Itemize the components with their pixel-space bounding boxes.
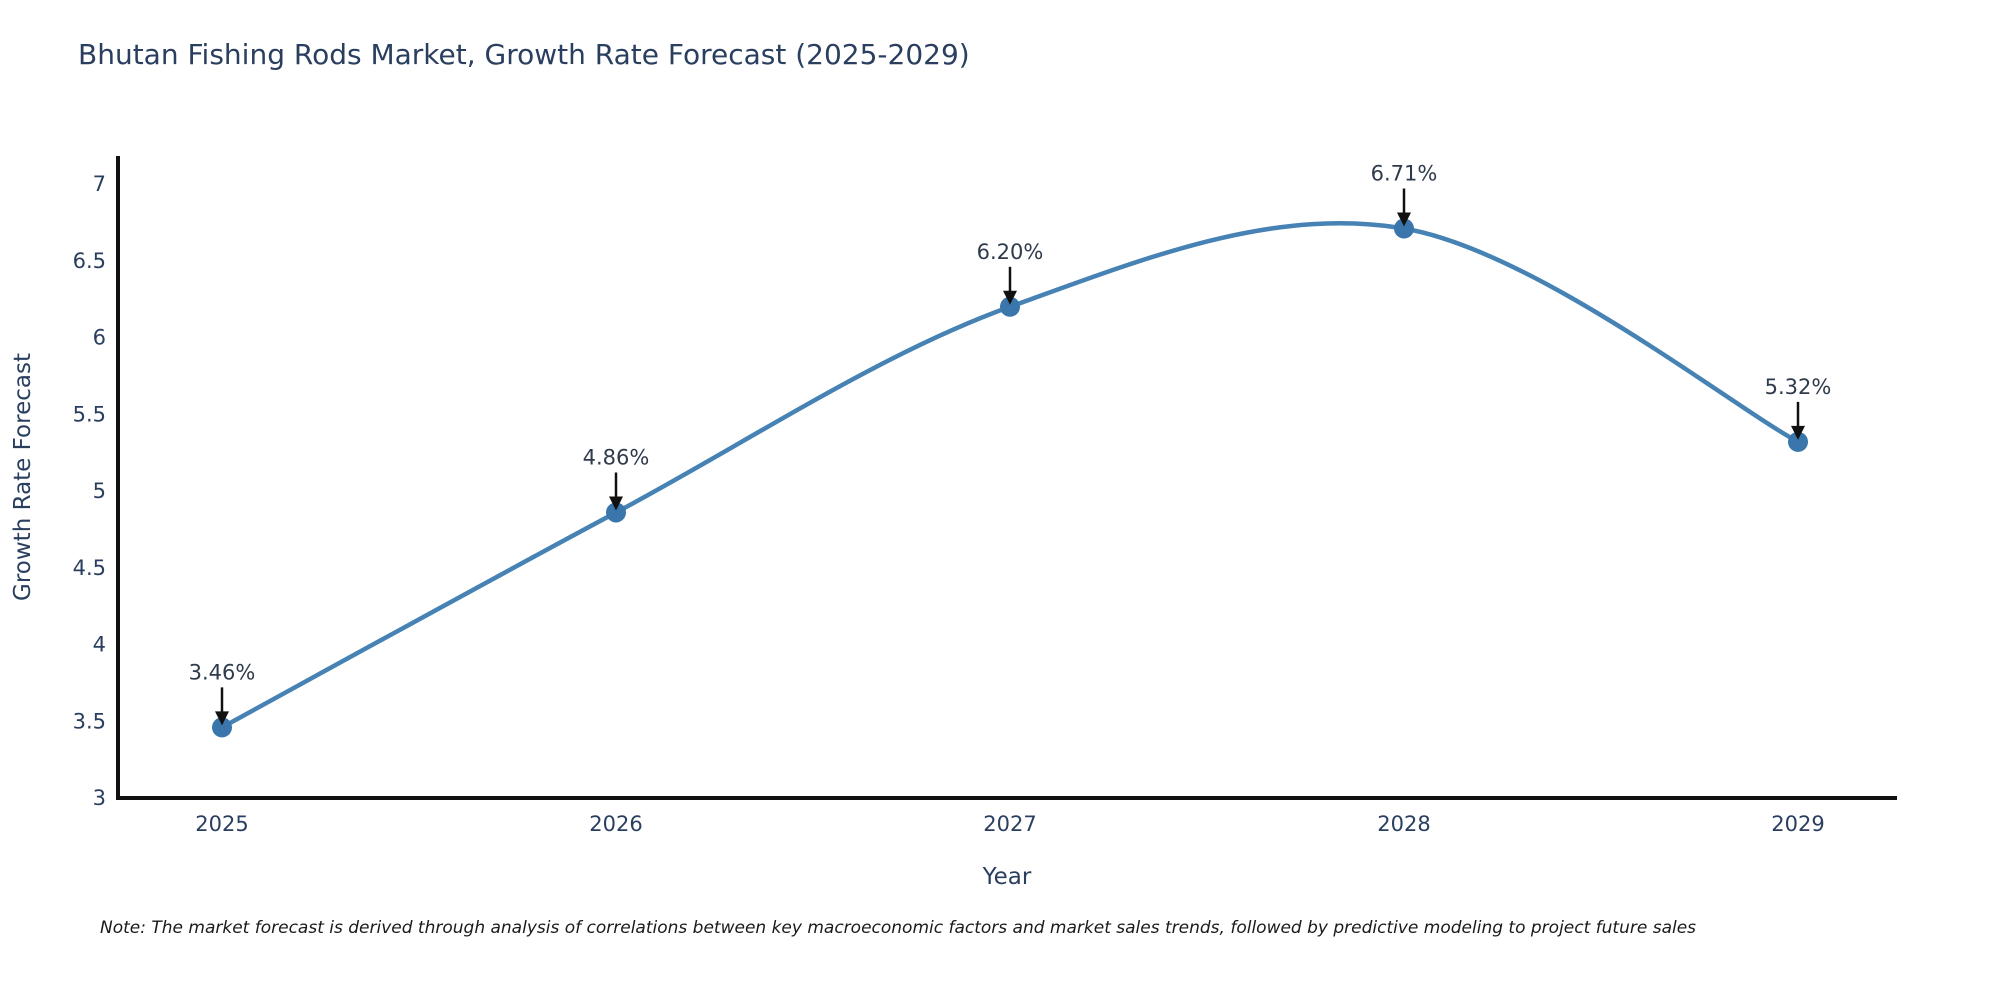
x-tick-label: 2028 <box>1377 812 1430 836</box>
x-tick-label: 2026 <box>589 812 642 836</box>
x-tick-labels: 2025 2026 2027 2028 2029 <box>195 812 1824 836</box>
y-tick-label: 7 <box>93 172 106 196</box>
data-point-markers <box>212 218 1808 738</box>
y-tick-label: 6.5 <box>73 249 106 273</box>
x-axis-title: Year <box>982 864 1032 890</box>
point-annotations: 3.46% 4.86% 6.20% 6.71% 5.32% <box>189 162 1832 726</box>
annotation-arrowhead-icon <box>609 496 623 511</box>
data-point[interactable] <box>212 717 232 738</box>
y-tick-label: 5.5 <box>73 402 106 426</box>
annotation-arrowhead-icon <box>1791 425 1805 440</box>
y-tick-label: 3 <box>93 786 106 810</box>
annotation-label: 6.20% <box>977 240 1044 264</box>
annotation-arrowhead-icon <box>1397 212 1411 227</box>
axes <box>116 156 1897 800</box>
annotation: 3.46% <box>189 660 256 726</box>
x-tick-label: 2025 <box>195 812 248 836</box>
y-tick-label: 6 <box>93 326 106 350</box>
footnote: Note: The market forecast is derived thr… <box>100 918 1697 938</box>
y-tick-label: 4.5 <box>73 556 106 580</box>
y-tick-label: 3.5 <box>73 709 106 733</box>
y-axis-title: Growth Rate Forecast <box>10 353 36 601</box>
y-tick-label: 5 <box>93 479 106 503</box>
data-point[interactable] <box>1000 296 1020 317</box>
y-tick-labels: 3 3.5 4 4.5 5 5.5 6 6.5 7 <box>73 172 106 810</box>
data-point[interactable] <box>606 502 626 523</box>
annotation-label: 5.32% <box>1765 375 1832 399</box>
annotation-label: 3.46% <box>189 660 256 684</box>
annotation: 5.32% <box>1765 375 1832 440</box>
annotation: 6.20% <box>977 240 1044 305</box>
annotation-label: 6.71% <box>1371 162 1438 186</box>
annotation: 6.71% <box>1371 162 1438 227</box>
annotation-arrowhead-icon <box>1003 290 1017 305</box>
chart-title: Bhutan Fishing Rods Market, Growth Rate … <box>78 38 970 71</box>
x-tick-label: 2029 <box>1771 812 1824 836</box>
data-point[interactable] <box>1394 218 1414 239</box>
y-tick-label: 4 <box>93 633 106 657</box>
data-point[interactable] <box>1788 431 1808 452</box>
annotation-arrowhead-icon <box>215 711 229 726</box>
annotation: 4.86% <box>583 445 650 511</box>
x-tick-label: 2027 <box>983 812 1036 836</box>
annotation-label: 4.86% <box>583 445 650 469</box>
